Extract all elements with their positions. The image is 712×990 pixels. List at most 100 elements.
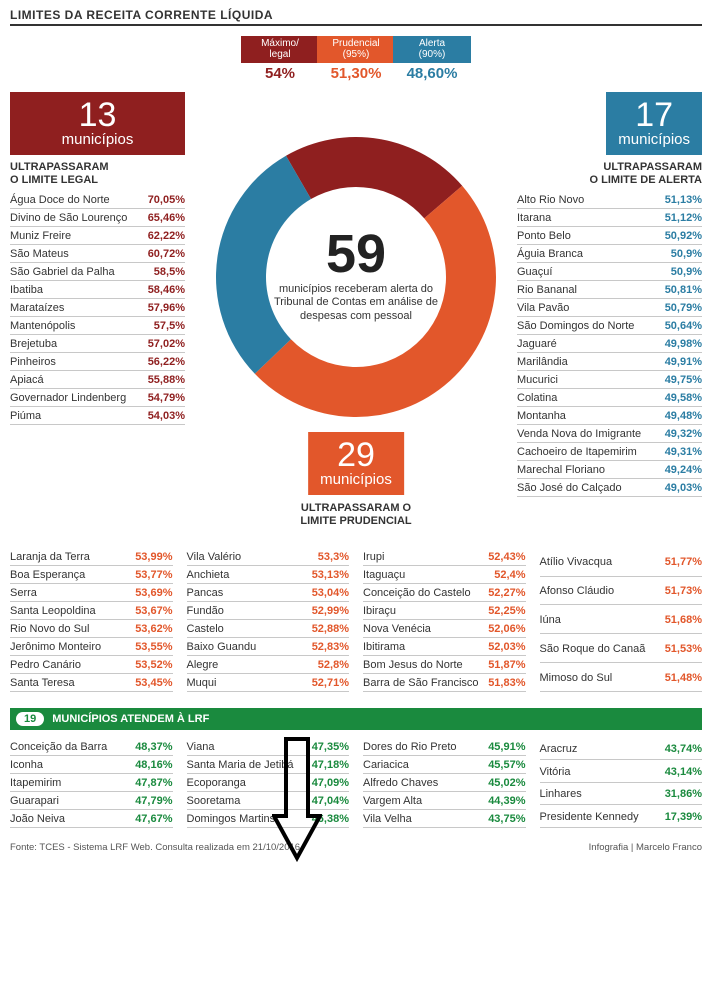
table-row: Jerônimo Monteiro53,55% [10,638,173,656]
row-name: Divino de São Lourenço [10,209,143,227]
left-table: Água Doce do Norte70,05%Divino de São Lo… [10,191,185,425]
donut-total: 59 [271,230,441,279]
table-row: Pedro Canário53,52% [10,656,173,674]
orange-heading-1: ULTRAPASSARAM O [301,502,411,514]
table-row: Marilândia49,91% [517,353,702,371]
right-column: 17 municípios ULTRAPASSARAM O LIMITE DE … [517,92,702,497]
row-value: 51,77% [660,548,702,576]
row-value: 52,8% [292,656,349,674]
table-row: Vila Pavão50,79% [517,299,702,317]
row-value: 53,13% [292,566,349,584]
row-name: São Domingos do Norte [517,317,659,335]
table-row: Linhares31,86% [540,782,703,805]
table-row: Irupi52,43% [363,548,526,566]
row-name: Guarapari [10,792,127,810]
grid-column-table: Aracruz43,74%Vitória43,14%Linhares31,86%… [540,738,703,828]
row-name: Vila Velha [363,810,479,828]
row-value: 57,02% [143,335,185,353]
table-row: Piúma54,03% [10,407,185,425]
row-name: Castelo [187,620,293,638]
row-name: Mantenópolis [10,317,143,335]
table-row: Vila Velha43,75% [363,810,526,828]
table-row: Aracruz43,74% [540,738,703,760]
row-value: 53,3% [292,548,349,566]
row-value: 31,86% [658,782,702,805]
row-value: 53,04% [292,584,349,602]
row-name: Boa Esperança [10,566,125,584]
row-name: Irupi [363,548,486,566]
table-row: Santa Leopoldina53,67% [10,602,173,620]
top-section: Máximo/legal54%Prudencial(95%)51,30%Aler… [10,32,702,542]
donut-subtitle: municípios receberam alerta do Tribunal … [271,283,441,324]
table-row: Vila Valério53,3% [187,548,350,566]
right-heading-2: O LIMITE DE ALERTA [590,174,702,186]
orange-count-wrap: 29 municípios [308,432,404,495]
row-name: Pancas [187,584,293,602]
row-name: Serra [10,584,125,602]
donut-chart: 59 municípios receberam alerta do Tribun… [211,132,501,422]
row-name: Muqui [187,674,293,692]
row-value: 49,24% [659,461,702,479]
row-name: Conceição do Castelo [363,584,486,602]
row-value: 51,13% [659,191,702,209]
row-value: 49,98% [659,335,702,353]
table-row: São Mateus60,72% [10,245,185,263]
table-row: Montanha49,48% [517,407,702,425]
row-name: Sooretama [187,792,307,810]
table-row: Alegre52,8% [187,656,350,674]
row-name: São José do Calçado [517,479,659,497]
row-name: São Mateus [10,245,143,263]
row-value: 43,75% [479,810,525,828]
row-value: 56,22% [143,353,185,371]
row-value: 51,12% [659,209,702,227]
table-row: Rio Novo do Sul53,62% [10,620,173,638]
left-heading-1: ULTRAPASSARAM [10,161,109,173]
row-value: 53,77% [125,566,172,584]
row-name: Vitória [540,760,658,783]
row-value: 52,27% [486,584,526,602]
row-value: 45,02% [479,774,525,792]
table-row: Jaguaré49,98% [517,335,702,353]
table-row: Itaguaçu52,4% [363,566,526,584]
row-name: Fundão [187,602,293,620]
table-row: Santa Teresa53,45% [10,674,173,692]
row-value: 50,64% [659,317,702,335]
row-value: 51,53% [660,634,702,663]
row-value: 49,48% [659,407,702,425]
row-value: 54,03% [143,407,185,425]
row-value: 57,5% [143,317,185,335]
row-value: 51,68% [660,605,702,634]
table-row: Laranja da Terra53,99% [10,548,173,566]
table-row: Conceição da Barra48,37% [10,738,173,756]
row-value: 65,46% [143,209,185,227]
table-row: Nova Venécia52,06% [363,620,526,638]
row-name: Governador Lindenberg [10,389,143,407]
table-row: Mucurici49,75% [517,371,702,389]
legend: Máximo/legal54%Prudencial(95%)51,30%Aler… [10,32,702,84]
row-value: 50,9% [659,245,702,263]
row-name: Dores do Rio Preto [363,738,479,756]
row-name: São Roque do Canaã [540,634,660,663]
row-name: Barra de São Francisco [363,674,486,692]
row-name: Mimoso do Sul [540,663,660,692]
row-value: 49,75% [659,371,702,389]
grid-column-table: Vila Valério53,3%Anchieta53,13%Pancas53,… [187,548,350,692]
table-row: Guarapari47,79% [10,792,173,810]
row-name: Vila Valério [187,548,293,566]
row-name: Anchieta [187,566,293,584]
table-row: Mantenópolis57,5% [10,317,185,335]
row-value: 53,99% [125,548,172,566]
table-row: Serra53,69% [10,584,173,602]
right-count-box: 17 municípios [606,92,702,155]
table-row: Presidente Kennedy17,39% [540,805,703,828]
table-row: Boa Esperança53,77% [10,566,173,584]
row-name: Santa Teresa [10,674,125,692]
row-value: 45,57% [479,756,525,774]
grid-column-table: Conceição da Barra48,37%Iconha48,16%Itap… [10,738,173,828]
table-row: Fundão52,99% [187,602,350,620]
row-value: 52,06% [486,620,526,638]
table-row: Ibatiba58,46% [10,281,185,299]
row-name: Vila Pavão [517,299,659,317]
row-name: Ponto Belo [517,227,659,245]
right-heading-1: ULTRAPASSARAM [603,161,702,173]
